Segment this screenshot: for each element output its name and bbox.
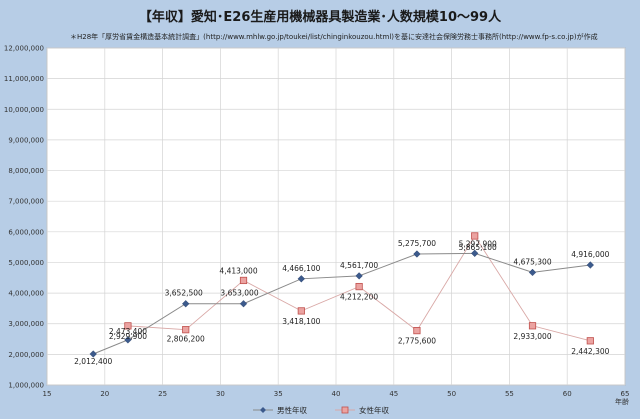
female-data-label: 2,806,200 xyxy=(167,335,205,344)
y-tick-label: 3,000,000 xyxy=(8,320,44,328)
y-tick-label: 8,000,000 xyxy=(8,167,44,175)
female-data-point xyxy=(239,276,248,285)
male-data-label: 3,652,500 xyxy=(165,289,203,298)
male-data-point xyxy=(297,275,306,283)
female-data-point xyxy=(586,337,594,345)
male-data-point xyxy=(586,261,595,269)
female-data-label: 2,929,900 xyxy=(109,332,147,341)
female-data-point xyxy=(355,282,363,291)
male-data-label: 5,297,900 xyxy=(459,239,497,248)
y-tick-label: 11,000,000 xyxy=(4,75,44,83)
legend-male-marker xyxy=(260,407,266,413)
female-data-point xyxy=(124,322,132,330)
female-data-point xyxy=(471,232,479,240)
male-data-label: 2,473,400 xyxy=(109,327,147,336)
female-data-label: 4,413,000 xyxy=(219,266,257,275)
male-data-point xyxy=(355,272,363,280)
x-tick-label: 15 xyxy=(43,390,52,398)
y-tick-label: 7,000,000 xyxy=(8,198,44,206)
x-axis-label: 年齢 xyxy=(615,397,629,406)
x-tick-label: 65 xyxy=(621,390,630,398)
chart-title: 【年収】愛知･E26生産用機械器具製造業･人数規模10～99人 xyxy=(139,9,502,25)
female-data-label: 2,442,300 xyxy=(571,347,609,356)
female-data-point xyxy=(528,322,537,330)
x-tick-label: 50 xyxy=(447,390,456,398)
male-data-label: 4,916,000 xyxy=(571,250,609,259)
legend: 男性年収 女性年収 xyxy=(253,405,389,415)
female-data-point xyxy=(413,327,421,335)
male-data-label: 3,653,000 xyxy=(220,289,258,298)
x-tick-label: 25 xyxy=(158,390,167,398)
male-data-point xyxy=(239,300,248,308)
female-data-label: 5,865,100 xyxy=(459,243,497,252)
x-tick-label: 60 xyxy=(563,390,572,398)
female-data-label: 2,775,600 xyxy=(398,337,436,346)
male-data-point xyxy=(471,249,479,258)
x-tick-label: 40 xyxy=(332,390,341,398)
male-data-point xyxy=(413,250,421,258)
chart-subtitle: ＊H28年「厚労省賃金構造基本統計調査」(http://www.mhlw.go.… xyxy=(70,32,598,41)
male-data-label: 2,012,400 xyxy=(74,357,112,366)
female-data-label: 2,933,000 xyxy=(513,332,551,341)
y-tick-label: 12,000,000 xyxy=(4,45,44,53)
legend-female-label: 女性年収 xyxy=(359,405,389,415)
x-tick-label: 55 xyxy=(505,390,514,398)
x-tick-label: 30 xyxy=(216,390,225,398)
plot-area: 1,000,000 2,000,000 3,000,000 4,000,000 5,00… xyxy=(4,45,630,407)
legend-male-label: 男性年収 xyxy=(277,405,307,415)
male-data-label: 5,275,700 xyxy=(398,239,436,248)
x-tick-label: 35 xyxy=(274,390,283,398)
male-data-point xyxy=(89,350,97,358)
male-data-point xyxy=(528,268,537,277)
y-tick-label: 4,000,000 xyxy=(8,290,44,298)
male-series-line xyxy=(93,252,591,355)
y-tick-label: 6,000,000 xyxy=(8,228,44,236)
female-data-label: 3,418,100 xyxy=(282,317,320,326)
male-data-label: 4,561,700 xyxy=(340,261,378,270)
x-tick-label: 45 xyxy=(389,390,398,398)
y-tick-label: 10,000,000 xyxy=(4,106,44,114)
female-data-point xyxy=(182,326,190,334)
female-data-label: 4,212,200 xyxy=(340,293,378,302)
male-data-point xyxy=(182,300,190,308)
male-data-label: 4,675,300 xyxy=(513,257,551,266)
x-tick-label: 20 xyxy=(100,390,109,398)
female-data-point xyxy=(297,307,305,315)
y-tick-label: 1,000,000 xyxy=(8,382,44,390)
male-data-point xyxy=(124,336,132,344)
legend-female-marker xyxy=(341,406,349,414)
male-data-label: 4,466,100 xyxy=(282,264,320,273)
y-tick-label: 9,000,000 xyxy=(8,136,44,144)
y-tick-label: 2,000,000 xyxy=(8,351,44,359)
y-tick-label: 5,000,000 xyxy=(8,259,44,267)
